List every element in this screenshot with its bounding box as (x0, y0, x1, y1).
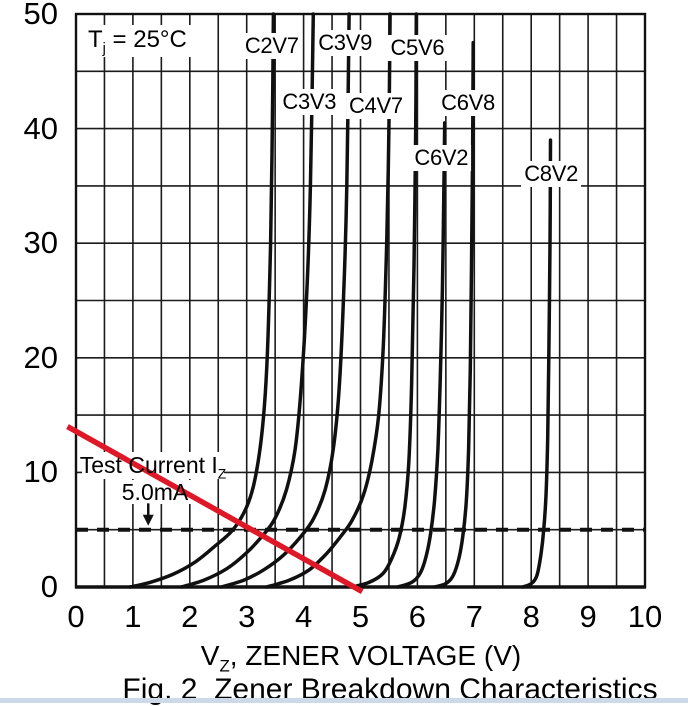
curve-C2V7 (128, 12, 276, 589)
curve-C6V8 (432, 40, 475, 589)
curve-C4V7 (264, 12, 392, 589)
test-current-text: Test Current I (79, 452, 218, 478)
test-current-value: 5.0mA (121, 479, 189, 505)
load-line-red (66, 424, 364, 594)
x-axis-title: VZ, ZENER VOLTAGE (V) (200, 640, 522, 675)
tj-subscript: j (102, 40, 106, 57)
x-title-subscript: Z (219, 656, 230, 676)
test-current-annotation: Test Current IZ (79, 452, 226, 481)
test-current-arrow-head (142, 514, 154, 526)
tj-prefix: T (88, 26, 103, 53)
x-title-rest: , ZENER VOLTAGE (V) (229, 640, 522, 671)
curve-C6V2 (395, 121, 447, 589)
tj-value: = 25°C (105, 26, 187, 53)
curve-C8V2 (520, 138, 553, 589)
curve-C3V3 (179, 12, 316, 589)
curve-C5V6 (350, 12, 419, 589)
test-current-subscript: Z (217, 466, 227, 482)
junction-temperature-annotation: Tj = 25°C (84, 25, 195, 57)
x-title-prefix: V (200, 640, 220, 671)
bottom-divider (0, 698, 688, 703)
curve-C3V9 (219, 12, 351, 589)
